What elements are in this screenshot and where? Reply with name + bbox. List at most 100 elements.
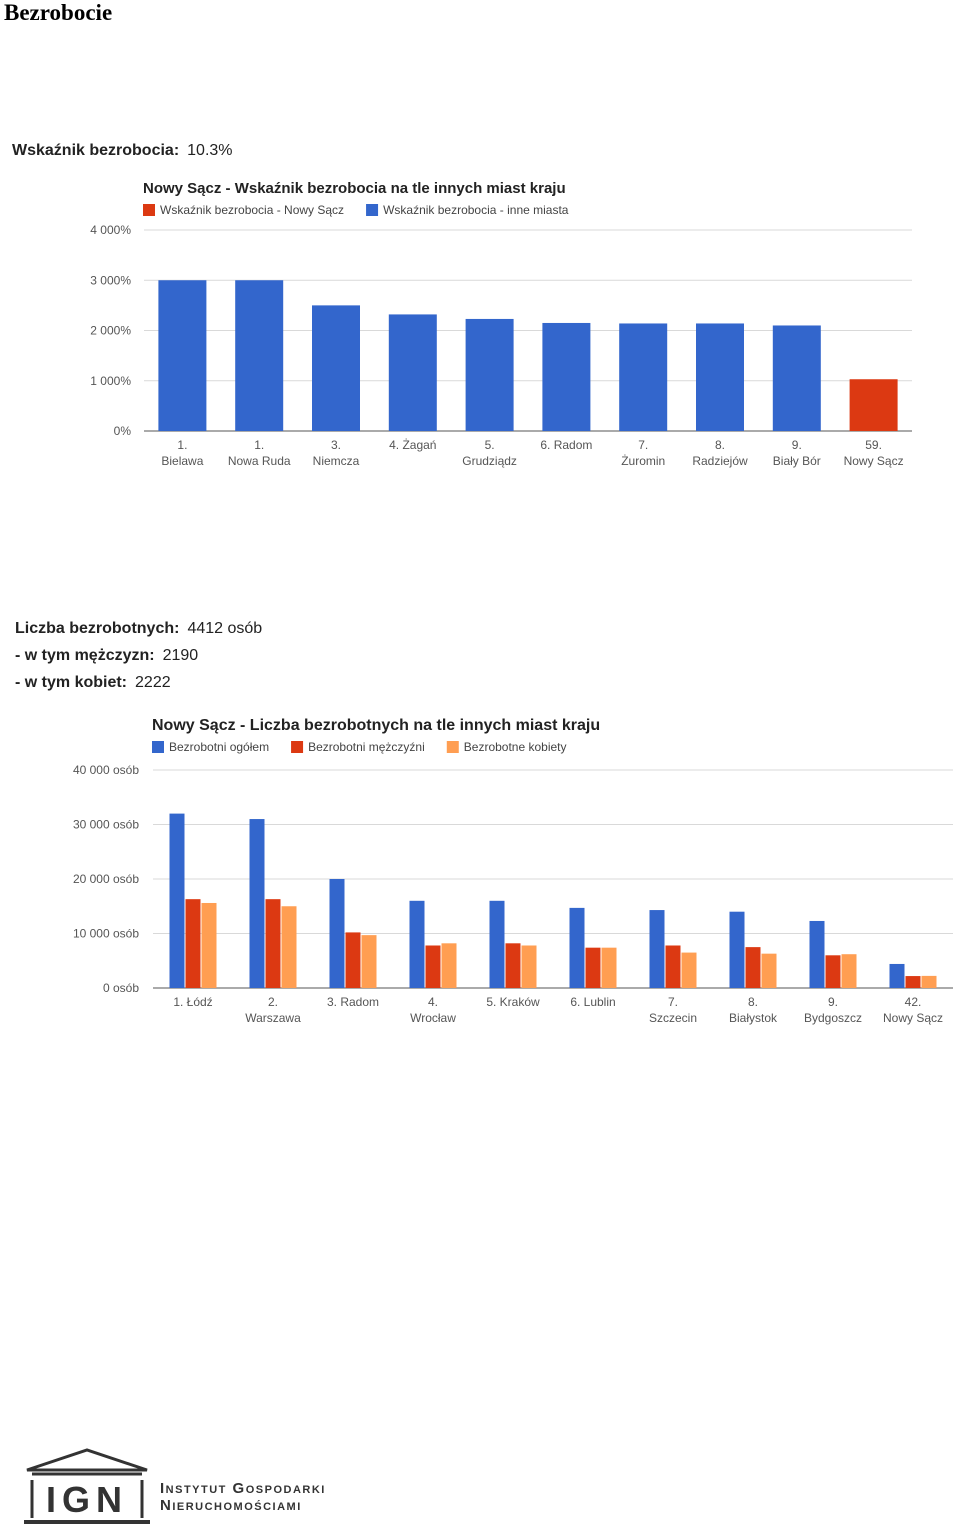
page-title: Bezrobocie — [4, 0, 113, 25]
x-tick-label: 6. Radom — [540, 438, 592, 452]
x-tick-label: 6. Lublin — [570, 995, 615, 1009]
y-tick-label: 10 000 osób — [73, 927, 139, 941]
bar — [745, 947, 761, 988]
unemployment-rate-label: Wskaźnik bezrobocia: — [12, 142, 180, 159]
bar — [569, 907, 585, 988]
x-tick-label: Nowa Ruda — [228, 454, 291, 468]
bar — [201, 902, 217, 988]
chart-title: Nowy Sącz - Liczba bezrobotnych na tle i… — [152, 717, 600, 734]
unemployed-total-label: Liczba bezrobotnych: — [15, 620, 180, 637]
unemployed-men-label: - w tym mężczyzn: — [15, 647, 155, 664]
unemployed-women-label: - w tym kobiet: — [15, 674, 128, 691]
bar — [889, 963, 905, 988]
bar — [169, 813, 185, 988]
legend-swatch — [143, 204, 155, 216]
bar — [505, 943, 521, 988]
x-tick-label: Wrocław — [410, 1011, 456, 1025]
bar — [825, 955, 841, 988]
ign-logo-line2: Nieruchomościami — [160, 1497, 302, 1514]
unemployed-women-stat: - w tym kobiet: 2222 — [15, 674, 171, 692]
x-tick-label: 9. — [792, 438, 802, 452]
legend-swatch — [366, 204, 379, 216]
ign-logo-line1: Instytut Gospodarki — [160, 1480, 326, 1497]
ign-logo-letters: IGN — [46, 1479, 128, 1520]
unemployment-rate-stat: Wskaźnik bezrobocia: 10.3% — [12, 142, 233, 160]
bar — [489, 900, 505, 988]
x-tick-label: 1. — [254, 438, 264, 452]
x-tick-label: 8. — [748, 995, 758, 1009]
legend-swatch — [291, 741, 304, 753]
x-tick-label: 42. — [905, 995, 922, 1009]
bar — [312, 305, 360, 431]
bar — [281, 906, 297, 988]
bar — [921, 975, 937, 988]
unemployed-men-stat: - w tym mężczyzn: 2190 — [15, 647, 198, 665]
x-tick-label: 5. — [485, 438, 495, 452]
legend-swatch — [446, 741, 459, 753]
x-tick-label: Bielawa — [161, 454, 203, 468]
x-tick-label: 4. — [428, 995, 438, 1009]
legend-label: Bezrobotne kobiety — [464, 740, 567, 754]
unemployment-rate-chart: Nowy Sącz - Wskaźnik bezrobocia na tle i… — [90, 180, 912, 468]
unemployed-men-value: 2190 — [162, 647, 199, 664]
x-tick-label: Niemcza — [313, 454, 360, 468]
x-tick-label: 59. — [865, 438, 882, 452]
bar — [905, 976, 921, 988]
bar — [235, 280, 284, 431]
y-tick-label: 2 000% — [90, 324, 131, 338]
x-tick-label: Bydgoszcz — [804, 1011, 862, 1025]
y-tick-label: 3 000% — [90, 273, 131, 287]
y-tick-label: 0% — [114, 424, 132, 438]
y-tick-label: 30 000 osób — [73, 818, 139, 832]
bar — [681, 952, 697, 988]
x-tick-label: 1. Łódź — [173, 995, 212, 1009]
bar — [585, 947, 601, 988]
bar — [441, 943, 457, 988]
x-tick-label: Żuromin — [621, 454, 665, 468]
bar — [249, 819, 265, 988]
x-tick-label: 7. — [668, 995, 678, 1009]
unemployed-total-value: 4412 osób — [187, 620, 263, 637]
chart-title: Nowy Sącz - Wskaźnik bezrobocia na tle i… — [143, 180, 566, 197]
unemployment-rate-value: 10.3% — [187, 142, 233, 159]
legend-label: Bezrobotni ogółem — [169, 740, 269, 754]
bar — [542, 322, 591, 431]
bar — [345, 932, 361, 988]
x-tick-label: Radziejów — [692, 454, 748, 468]
y-tick-label: 1 000% — [90, 374, 131, 388]
bar — [361, 935, 377, 988]
x-tick-label: Warszawa — [245, 1011, 301, 1025]
bar — [841, 954, 857, 988]
x-tick-label: Nowy Sącz — [883, 1011, 943, 1025]
bar — [185, 899, 201, 988]
bar — [465, 318, 514, 431]
bar — [849, 379, 898, 431]
y-tick-label: 20 000 osób — [73, 872, 139, 886]
x-tick-label: Białystok — [729, 1011, 778, 1025]
x-tick-label: 4. Żagań — [389, 438, 436, 452]
legend-label: Wskaźnik bezrobocia - Nowy Sącz — [160, 203, 344, 217]
bar — [809, 920, 825, 988]
bar — [696, 323, 744, 431]
bar — [772, 325, 821, 431]
unemployed-total-stat: Liczba bezrobotnych: 4412 osób — [15, 620, 262, 638]
x-tick-label: 7. — [638, 438, 648, 452]
ign-logo-building-icon: IGN — [24, 1448, 150, 1524]
bar — [329, 879, 345, 988]
bar — [601, 947, 617, 988]
bar — [409, 900, 425, 988]
bar — [761, 953, 777, 988]
x-tick-label: Szczecin — [649, 1011, 697, 1025]
y-tick-label: 0 osób — [103, 981, 139, 995]
bar — [729, 911, 745, 988]
x-tick-label: Grudziądz — [462, 454, 517, 468]
x-tick-label: Biały Bór — [773, 454, 821, 468]
legend-label: Bezrobotni mężczyźni — [308, 740, 425, 754]
bar — [649, 910, 665, 988]
unemployed-women-value: 2222 — [135, 674, 171, 691]
bar — [158, 280, 207, 431]
bar — [388, 314, 437, 431]
legend-label: Wskaźnik bezrobocia - inne miasta — [383, 203, 569, 217]
bar — [265, 899, 281, 988]
bar — [521, 945, 537, 988]
